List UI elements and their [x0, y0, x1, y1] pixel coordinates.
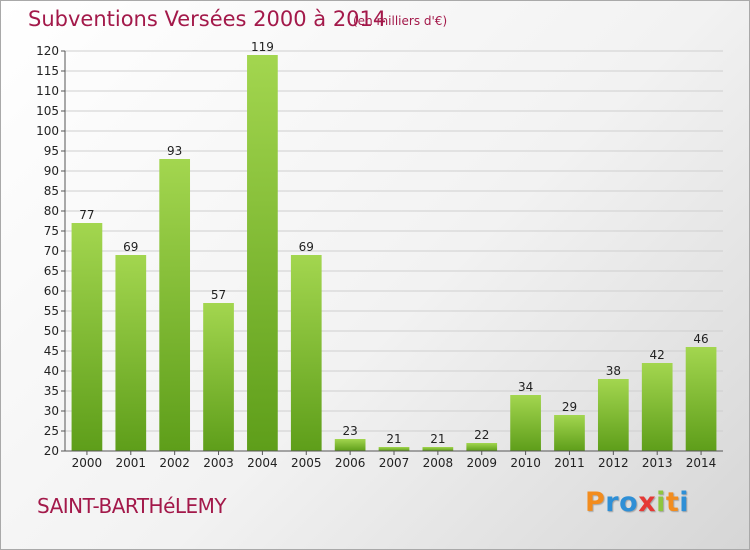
y-tick-label: 105 — [36, 104, 59, 118]
x-tick-label: 2006 — [335, 456, 366, 470]
x-tick-label: 2002 — [159, 456, 190, 470]
x-tick-label: 2000 — [72, 456, 103, 470]
data-label: 21 — [430, 432, 445, 446]
bar-2008 — [422, 447, 454, 451]
y-tick-label: 100 — [36, 124, 59, 138]
bar-2010 — [510, 395, 541, 451]
x-tick-label: 2004 — [247, 456, 278, 470]
y-tick-label: 75 — [44, 224, 59, 238]
bar-2009 — [466, 443, 498, 451]
y-tick-label: 20 — [44, 444, 59, 458]
proxiti-logo: Proxiti — [585, 487, 689, 518]
logo-letter: P — [585, 487, 606, 518]
data-label: 119 — [251, 40, 274, 54]
y-tick-label: 80 — [44, 204, 59, 218]
logo-letter: r — [605, 487, 620, 518]
data-label: 69 — [299, 240, 314, 254]
unit-note: (en milliers d'€) — [353, 14, 448, 28]
bar-2002 — [159, 159, 191, 451]
data-label: 22 — [474, 428, 489, 442]
bar-2007 — [378, 447, 410, 451]
x-tick-label: 2010 — [510, 456, 541, 470]
data-label: 42 — [650, 348, 665, 362]
bar-2006 — [334, 439, 366, 451]
x-tick-label: 2012 — [598, 456, 629, 470]
y-tick-label: 85 — [44, 184, 59, 198]
y-tick-label: 55 — [44, 304, 59, 318]
y-tick-label: 40 — [44, 364, 59, 378]
y-tick-label: 25 — [44, 424, 59, 438]
y-axis-ticks: 20 25 30 35 40 45 50 55 60 65 70 75 80 85 90 95 100 105 11… — [36, 44, 65, 458]
x-tick-label: 2008 — [423, 456, 454, 470]
logo-letter: t — [665, 487, 680, 518]
x-tick-label: 2014 — [686, 456, 717, 470]
y-tick-label: 120 — [36, 44, 59, 58]
bar-2013 — [641, 363, 673, 451]
x-tick-label: 2005 — [291, 456, 322, 470]
y-tick-label: 30 — [44, 404, 59, 418]
y-tick-label: 35 — [44, 384, 59, 398]
data-label: 34 — [518, 380, 533, 394]
y-tick-label: 50 — [44, 324, 59, 338]
y-tick-label: 110 — [36, 84, 59, 98]
bar-2005 — [290, 255, 322, 451]
x-axis-ticks: 2000 2001 2002 2003 2004 2005 2006 2007 2008 2009… — [72, 451, 717, 470]
x-tick-label: 2001 — [116, 456, 147, 470]
y-tick-label: 115 — [36, 64, 59, 78]
bar-2003 — [203, 303, 234, 451]
x-tick-label: 2013 — [642, 456, 673, 470]
data-label: 29 — [562, 400, 577, 414]
data-label: 93 — [167, 144, 182, 158]
y-tick-label: 45 — [44, 344, 59, 358]
data-label: 57 — [211, 288, 226, 302]
x-tick-label: 2011 — [554, 456, 585, 470]
data-label: 46 — [693, 332, 708, 346]
bar-2012 — [597, 379, 629, 451]
logo-letter: x — [638, 487, 657, 518]
bar-2001 — [115, 255, 147, 451]
data-label: 69 — [123, 240, 138, 254]
place-name: SAINT-BARTHéLEMY — [37, 494, 227, 518]
data-label: 23 — [342, 424, 357, 438]
bar-2000 — [71, 223, 103, 451]
chart-title: Subventions Versées 2000 à 2014 — [28, 7, 387, 31]
x-tick-label: 2009 — [466, 456, 497, 470]
y-tick-label: 95 — [44, 144, 59, 158]
logo-letter: i — [656, 487, 666, 518]
bar-2011 — [554, 415, 585, 451]
logo-letter: o — [619, 487, 639, 518]
bar-2004 — [247, 55, 278, 451]
bar-chart: 20 25 30 35 40 45 50 55 60 65 70 75 80 85 90 95 100 105 11… — [36, 40, 723, 470]
bar-2014 — [685, 347, 717, 451]
data-labels: 77 69 93 57 119 69 23 21 21 22 34 29 38 42 46 — [79, 40, 708, 446]
x-tick-label: 2007 — [379, 456, 410, 470]
y-tick-label: 65 — [44, 264, 59, 278]
y-tick-label: 60 — [44, 284, 59, 298]
y-tick-label: 90 — [44, 164, 59, 178]
data-label: 77 — [79, 208, 94, 222]
data-label: 21 — [386, 432, 401, 446]
data-label: 38 — [606, 364, 621, 378]
x-tick-label: 2003 — [203, 456, 234, 470]
logo-letter: i — [679, 487, 690, 518]
y-tick-label: 70 — [44, 244, 59, 258]
bars — [71, 55, 717, 451]
